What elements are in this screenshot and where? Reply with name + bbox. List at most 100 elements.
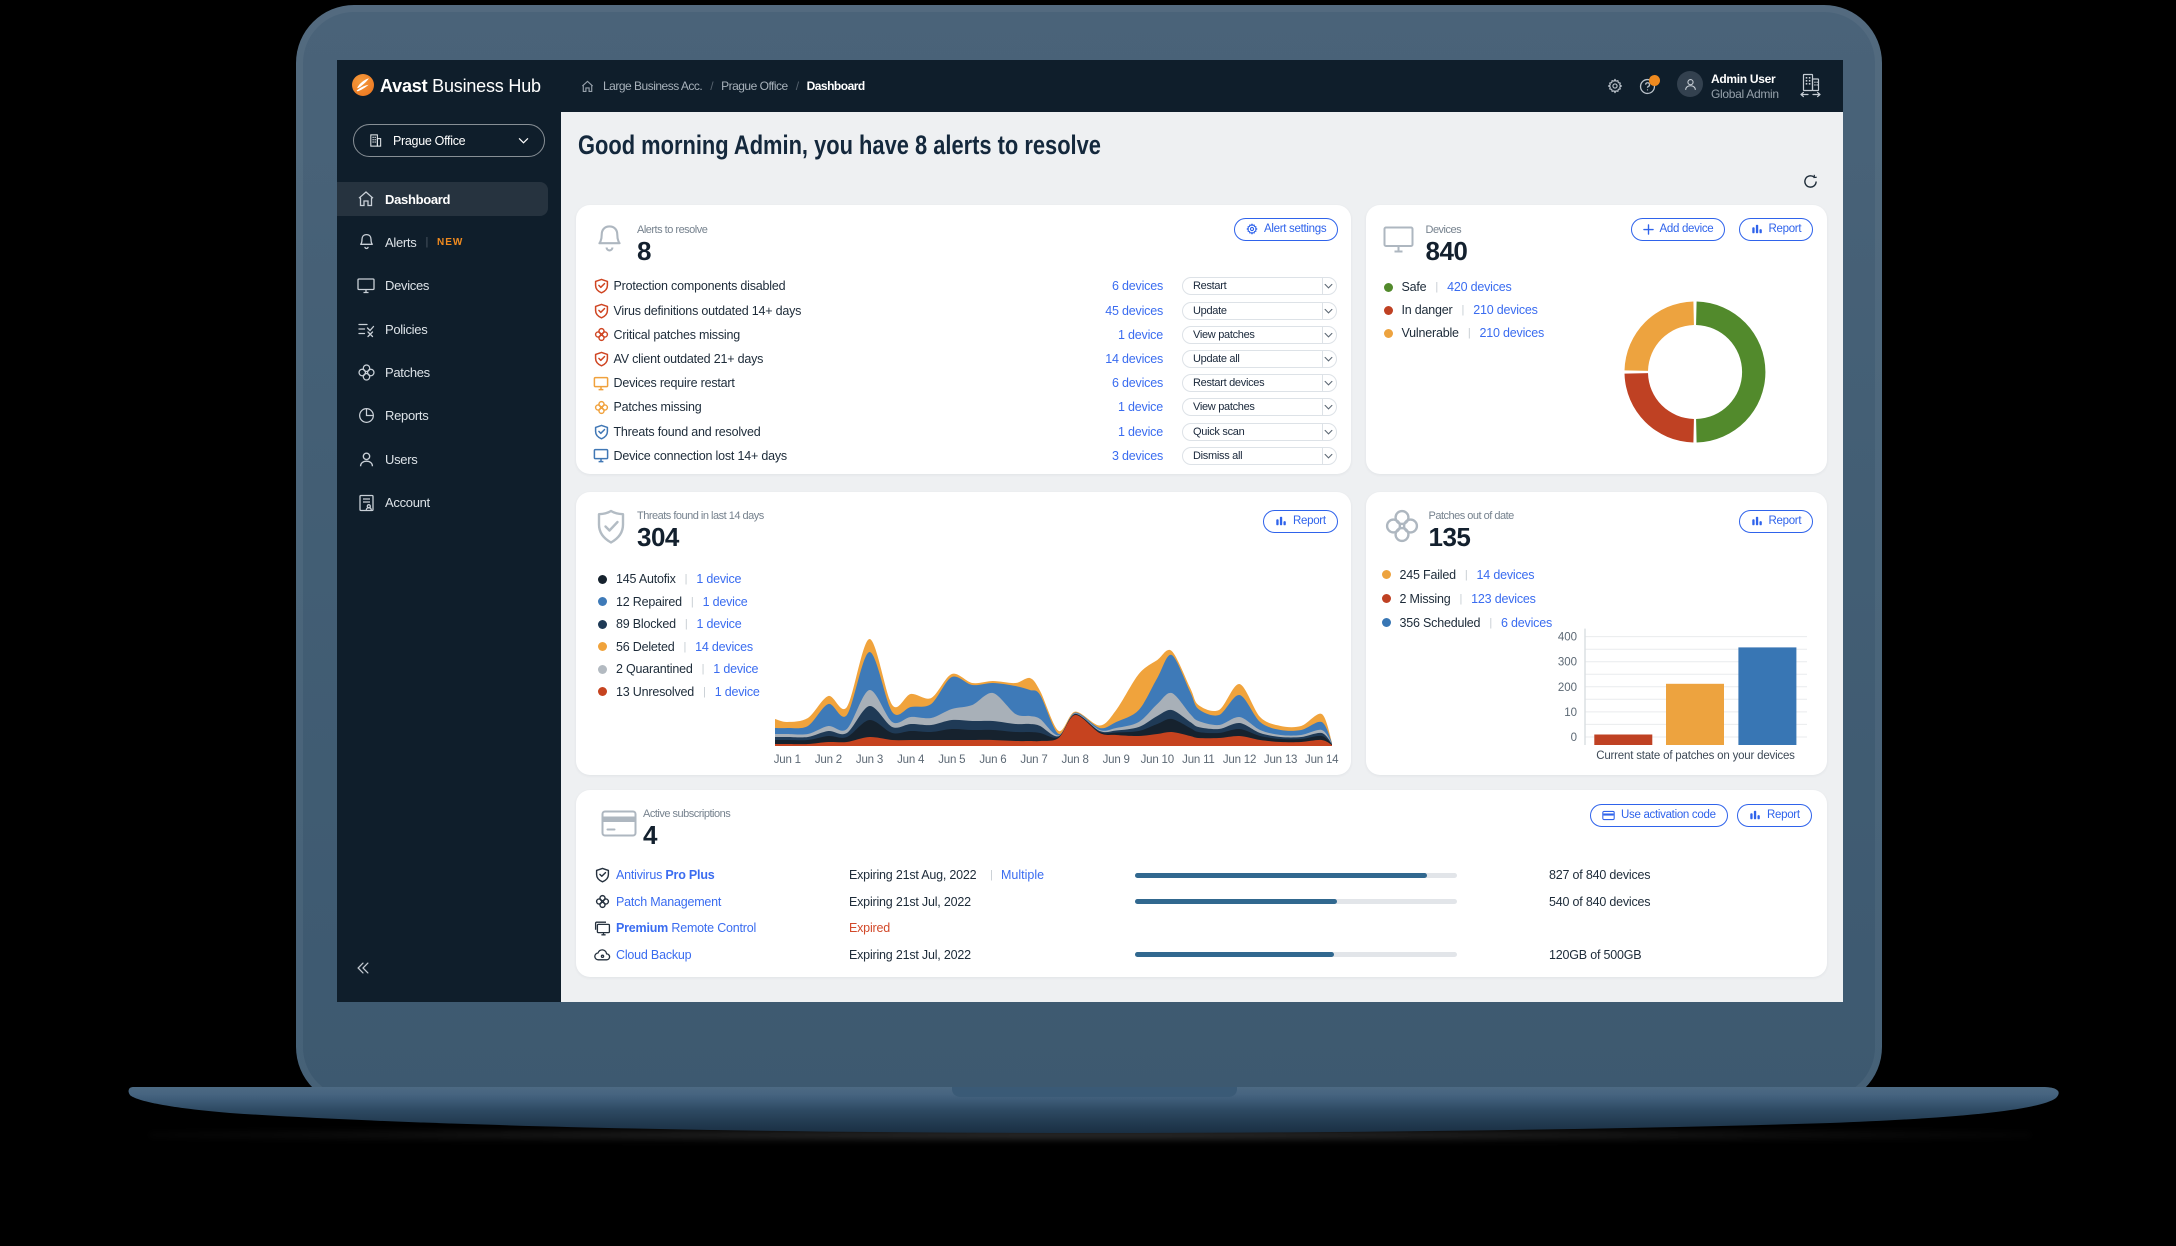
patches-chart-caption: Current state of patches on your devices (1596, 750, 1795, 762)
alert-device-link[interactable]: 6 devices (1111, 279, 1163, 294)
sidebar-item-devices[interactable]: Devices (337, 269, 561, 303)
x-axis-label: Jun 10 (1141, 754, 1174, 766)
subscription-name-link[interactable]: Premium Remote Control (616, 921, 757, 936)
collapse-icon[interactable] (355, 960, 371, 976)
dropdown-divider (1322, 351, 1323, 368)
alert-device-link[interactable]: 3 devices (1111, 448, 1163, 463)
breadcrumb-item[interactable]: Large Business Acc. (603, 79, 703, 93)
legend-device-link[interactable]: 210 devices (1473, 303, 1538, 318)
multiple-link[interactable]: Multiple (1001, 868, 1045, 883)
legend-row: 145 Autofix | 1 device (598, 571, 741, 587)
sidebar-item-account[interactable]: Account (337, 486, 561, 520)
alert-label: AV client outdated 21+ days (613, 352, 764, 366)
legend-device-link[interactable]: 6 devices (1500, 615, 1552, 630)
avatar[interactable] (1677, 71, 1703, 97)
shield-alert-icon (593, 278, 609, 294)
legend-label: 2 Missing (1399, 591, 1451, 606)
subscription-expiry: Expiring 21st Jul, 2022 (849, 947, 971, 962)
legend-dot (1383, 305, 1393, 315)
org-switch-icon[interactable] (1799, 73, 1822, 98)
legend-row: Safe | 420 devices (1383, 279, 1512, 295)
legend-device-link[interactable]: 14 devices (695, 639, 753, 654)
add-device-button[interactable]: Add device (1630, 217, 1726, 241)
legend-device-link[interactable]: 14 devices (1476, 567, 1535, 582)
dropdown-value: Dismiss all (1193, 449, 1243, 462)
alert-action-dropdown[interactable]: Update (1182, 301, 1337, 320)
legend-divider: | (684, 618, 688, 630)
legend-device-link[interactable]: 210 devices (1479, 326, 1544, 341)
button-label: Report (1293, 515, 1326, 527)
alert-label: Protection components disabled (613, 279, 786, 294)
x-axis-label: Jun 4 (897, 754, 925, 766)
devices-donut-chart (1624, 301, 1765, 443)
breadcrumb-item[interactable]: Prague Office (721, 79, 788, 93)
sidebar-item-alerts[interactable]: Alerts | NEW (337, 225, 561, 259)
gear-icon[interactable] (1607, 78, 1623, 94)
legend-device-link[interactable]: 1 device (713, 662, 759, 676)
user-info[interactable]: Admin User Global Admin (1711, 72, 1779, 101)
sidebar-item-dashboard[interactable]: Dashboard (337, 182, 548, 216)
legend-dot (1381, 594, 1391, 604)
x-axis-label: Jun 9 (1103, 754, 1130, 766)
sidebar-item-users[interactable]: Users (337, 442, 561, 476)
dropdown-value: Update all (1193, 353, 1240, 365)
legend-label: 145 Autofix (616, 572, 676, 586)
alert-device-link[interactable]: 1 device (1118, 327, 1163, 342)
alert-action-dropdown[interactable]: Update all (1182, 350, 1337, 368)
legend-label: 245 Failed (1399, 567, 1457, 582)
subs-report-button[interactable]: Report (1737, 803, 1812, 827)
alert-action-dropdown[interactable]: Dismiss all (1182, 446, 1337, 465)
alert-action-dropdown[interactable]: View patches (1182, 325, 1337, 344)
patches-report-button[interactable]: Report (1738, 509, 1814, 533)
alert-action-dropdown[interactable]: Restart devices (1182, 374, 1337, 393)
alert-device-link[interactable]: 14 devices (1105, 352, 1163, 366)
subs-card-count: 4 (643, 820, 657, 850)
devices-report-button[interactable]: Report (1738, 217, 1814, 241)
chevron-down-icon (1324, 404, 1333, 411)
reports-icon (356, 406, 376, 425)
use-activation-code-button[interactable]: Use activation code (1590, 803, 1728, 827)
legend-dot (598, 619, 607, 629)
alert-action-dropdown[interactable]: Quick scan (1182, 422, 1337, 441)
site-selector[interactable]: Prague Office (353, 124, 545, 157)
page-title: Good morning Admin, you have 8 alerts to… (578, 130, 1101, 160)
legend-device-link[interactable]: 1 device (702, 594, 748, 609)
donut-segment-In danger (1624, 373, 1694, 443)
help-icon[interactable] (1639, 75, 1660, 95)
legend-divider: | (1435, 281, 1439, 293)
sidebar-item-reports[interactable]: Reports (337, 399, 561, 433)
avast-logo-icon[interactable] (352, 74, 374, 96)
alert-device-link[interactable]: 1 device (1118, 400, 1163, 415)
plus-icon (1642, 223, 1654, 235)
sidebar-item-patches[interactable]: Patches (337, 356, 561, 390)
legend-device-link[interactable]: 1 device (714, 684, 760, 699)
alert-device-link[interactable]: 6 devices (1111, 376, 1163, 391)
legend-device-link[interactable]: 123 devices (1471, 591, 1536, 606)
bar-chart-icon (1751, 516, 1762, 526)
subscription-name-link[interactable]: Patch Management (616, 894, 722, 909)
legend-row: In danger | 210 devices (1383, 302, 1538, 318)
alert-action-dropdown[interactable]: View patches (1182, 398, 1337, 417)
legend-dot (598, 574, 607, 584)
alert-device-link[interactable]: 45 devices (1105, 303, 1163, 318)
sidebar-item-policies[interactable]: Policies (337, 312, 561, 346)
y-axis-label: 300 (1557, 657, 1576, 669)
threats-report-button[interactable]: Report (1263, 509, 1338, 533)
alert-action-dropdown[interactable]: Restart (1182, 277, 1337, 296)
button-label: Report (1768, 223, 1802, 235)
legend-device-link[interactable]: 1 device (696, 572, 742, 586)
subscription-name-link[interactable]: Antivirus Pro Plus (616, 868, 715, 883)
refresh-icon[interactable] (1803, 174, 1818, 189)
legend-divider: | (1459, 592, 1463, 605)
alert-settings-button[interactable]: Alert settings (1234, 217, 1339, 241)
legend-device-link[interactable]: 420 devices (1447, 280, 1512, 294)
chevron-down-icon (518, 137, 529, 145)
alert-device-link[interactable]: 1 device (1118, 424, 1163, 439)
alert-row: AV client outdated 21+ days 14 devices Upd… (576, 347, 1351, 371)
account-icon (356, 493, 376, 513)
sidebar-item-label: Dashboard (385, 191, 451, 207)
subscription-name-link[interactable]: Cloud Backup (616, 947, 692, 962)
subscription-expiry: Expiring 21st Jul, 2022 (849, 894, 971, 909)
x-axis-label: Jun 13 (1264, 754, 1297, 766)
legend-device-link[interactable]: 1 device (696, 617, 742, 631)
